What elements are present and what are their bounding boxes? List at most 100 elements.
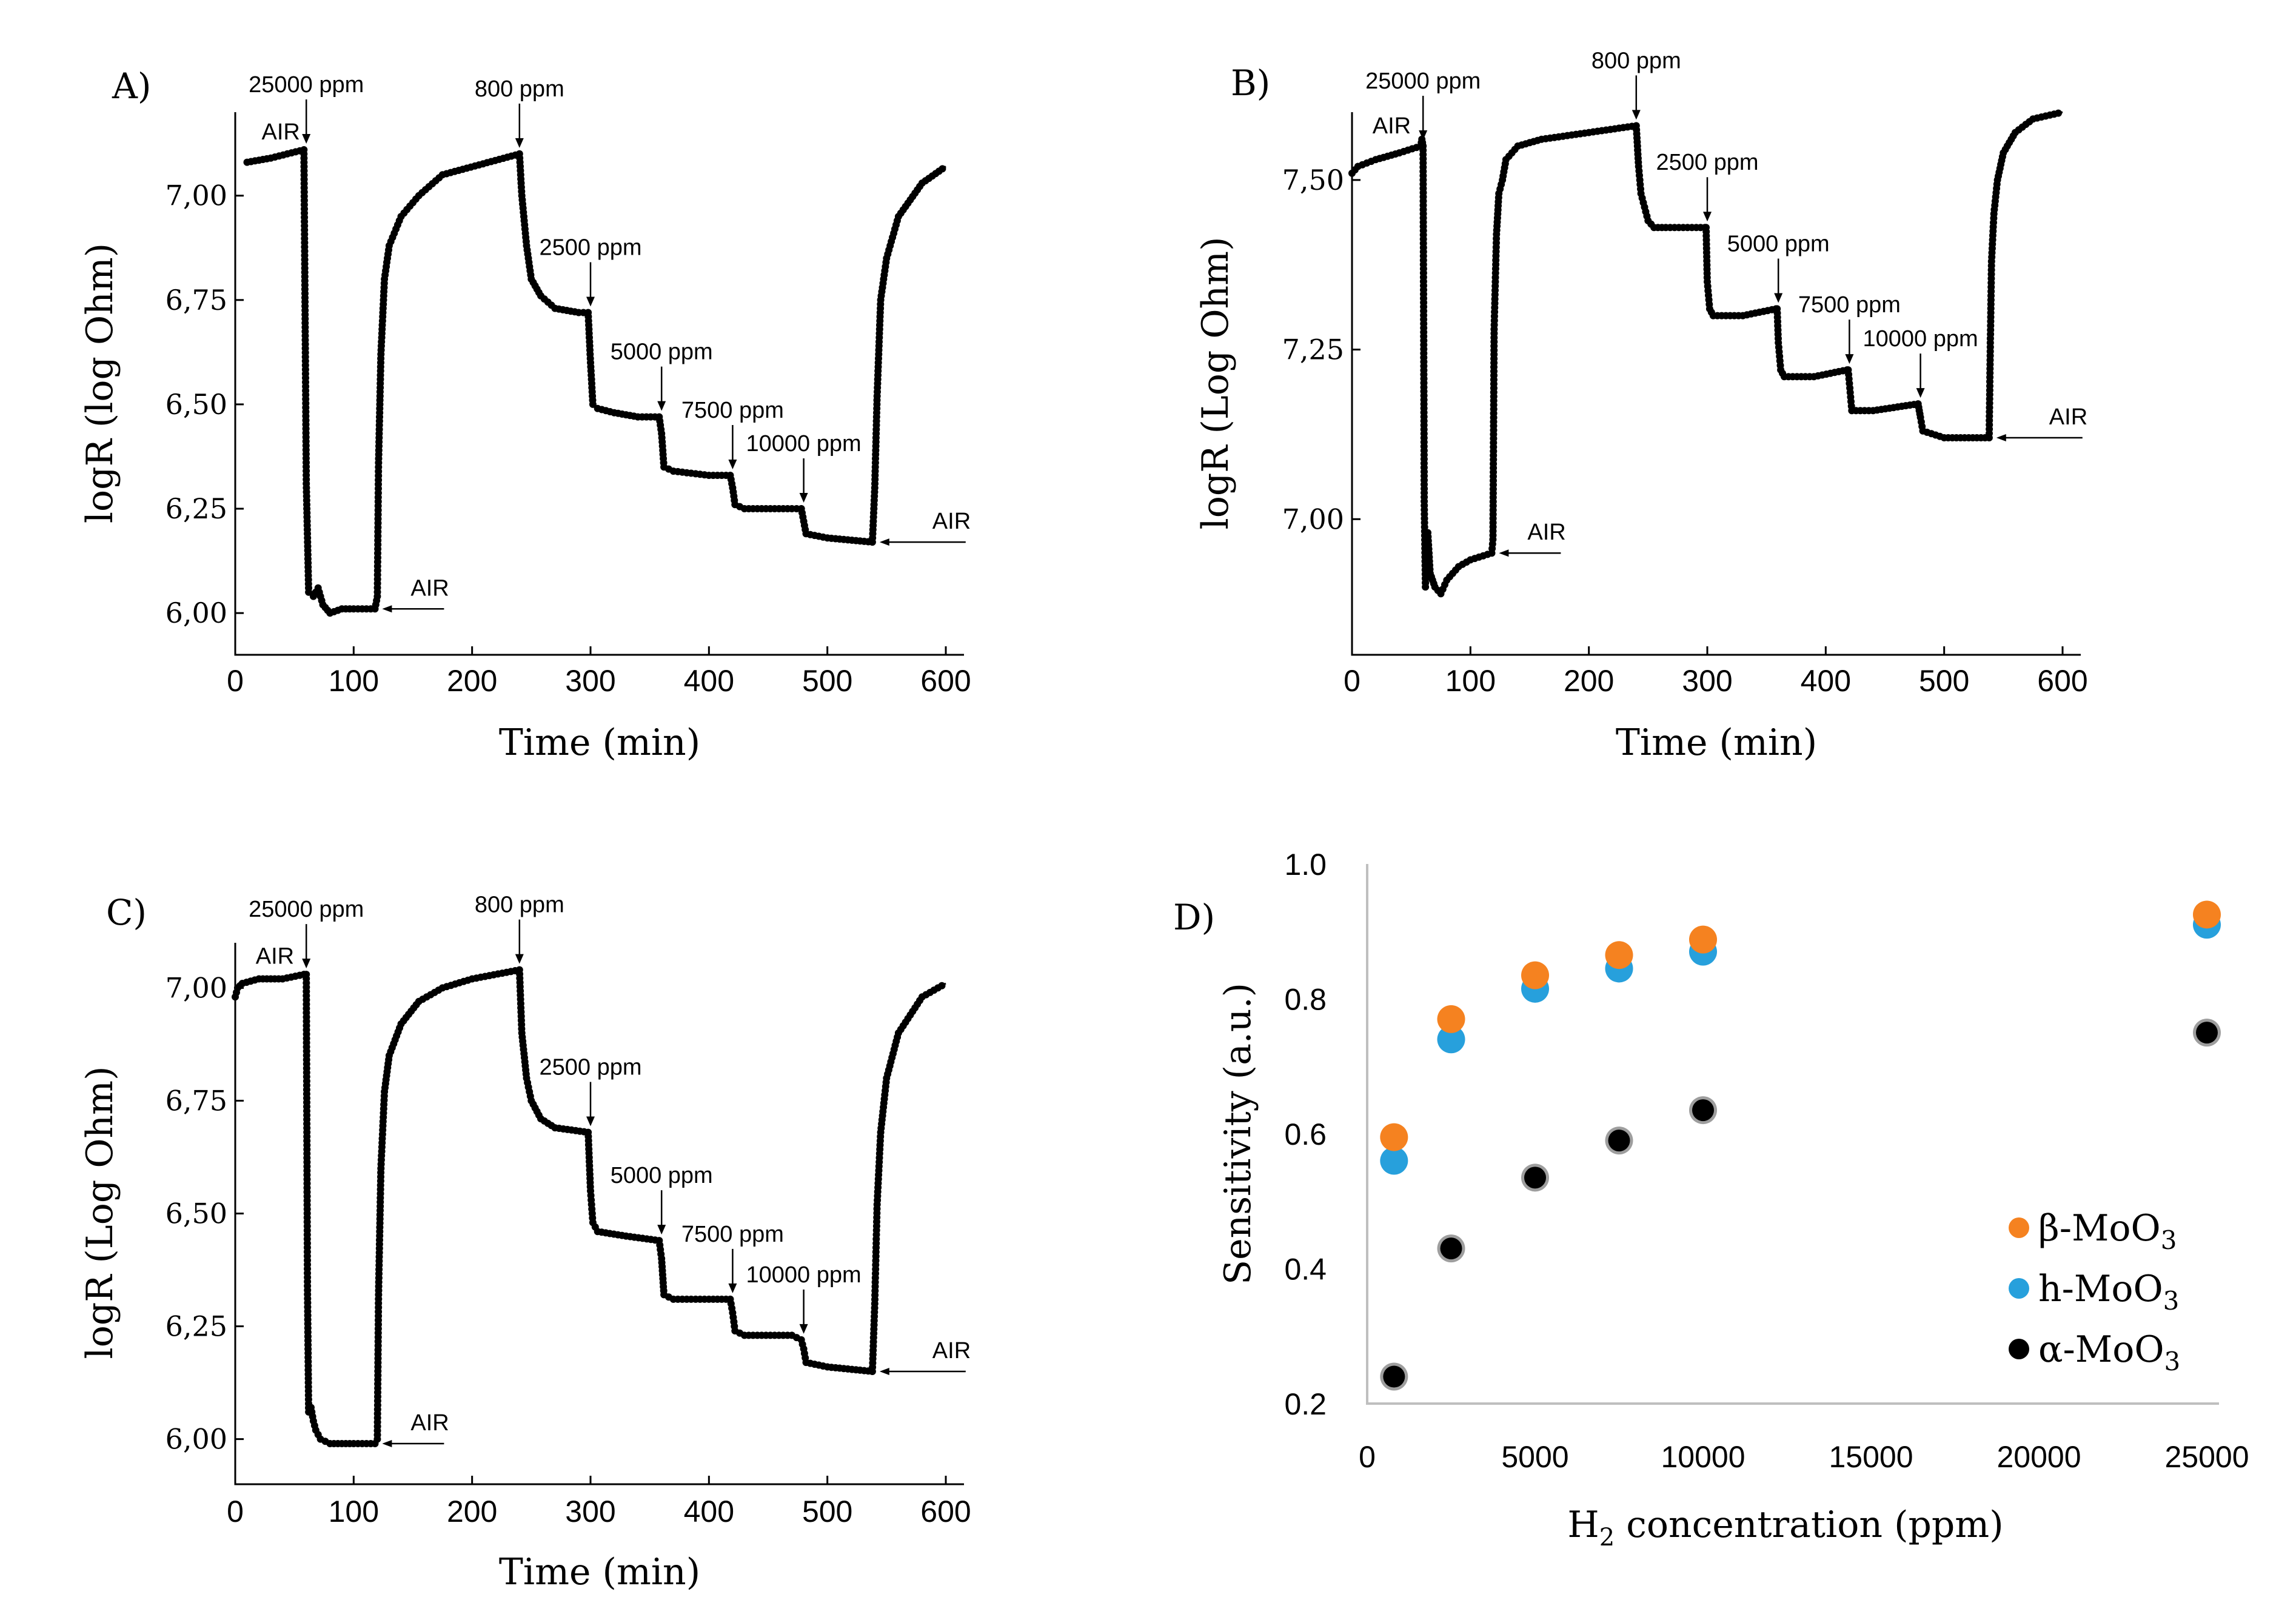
panel-c-label: C) <box>106 892 147 933</box>
annotation-arrowhead <box>799 1324 808 1334</box>
panel-d-yticks: 0.2 0.4 0.6 0.8 1.0 <box>1284 848 1327 1421</box>
annotation-label: 2500 ppm <box>539 1055 641 1080</box>
point-beta <box>1380 1123 1408 1151</box>
point-beta <box>1605 941 1633 969</box>
panel-a-xlabel: Time (min) <box>499 721 700 764</box>
annotation-label: 10000 ppm <box>1863 326 1978 352</box>
x-tick-label: 200 <box>447 1495 497 1528</box>
annotation-arrowhead <box>1703 212 1712 222</box>
legend-label-beta: β-MoO3 <box>2038 1207 2177 1255</box>
x-tick-label: 600 <box>920 1495 971 1528</box>
x-tick-label: 300 <box>1682 664 1732 698</box>
annotation-arrowhead <box>657 1225 666 1235</box>
x-tick-label: 500 <box>802 664 852 698</box>
point-h <box>1437 1025 1465 1054</box>
annotation-label: 5000 ppm <box>611 340 713 365</box>
data-point <box>305 588 313 596</box>
y-tick-label: 0.2 <box>1284 1387 1327 1421</box>
y-tick-label: 7,00 <box>1282 503 1344 535</box>
point-alpha <box>1383 1365 1405 1388</box>
panel-b-ylabel: logR (Log Ohm) <box>1194 237 1237 530</box>
x-tick-label: 25000 <box>2164 1440 2249 1474</box>
panel-a: A) logR (log Ohm) Time (min) 0 100 200 300 4… <box>79 65 971 764</box>
annotation-label: 25000 ppm <box>1365 69 1481 94</box>
panel-d-xlabel-rest: concentration (ppm) <box>1615 1504 2003 1546</box>
legend-marker-alpha <box>2009 1339 2029 1359</box>
x-tick-label: 15000 <box>1829 1440 1913 1474</box>
y-tick-label: 7,00 <box>166 179 227 212</box>
annotation-label: 10000 ppm <box>746 1262 862 1288</box>
series-line <box>247 149 946 614</box>
panel-c-xlabel: Time (min) <box>499 1551 700 1593</box>
panel-a-annotations: AIR 25000 ppm 800 ppm 2500 ppm 5000 ppm 7500 … <box>249 72 971 613</box>
annotation-arrowhead <box>1916 388 1925 398</box>
annotation-arrowhead <box>302 959 311 969</box>
panel-b-axes <box>1351 112 2081 656</box>
panel-d-label: D) <box>1173 897 1215 938</box>
y-tick-label: 7,00 <box>166 971 227 1004</box>
x-tick-label: 300 <box>565 1495 615 1528</box>
panel-b: B) logR (Log Ohm) Time (min) 0 100 200 300 4… <box>1194 48 2088 764</box>
panel-d-axes <box>1366 864 2219 1405</box>
y-tick-label: 6,50 <box>166 1197 227 1230</box>
panel-a-ylabel: logR (log Ohm) <box>79 243 121 523</box>
x-tick-label: 20000 <box>1996 1440 2081 1474</box>
legend-label-beta-sub: 3 <box>2161 1225 2177 1255</box>
annotation-arrowhead <box>586 296 595 307</box>
annotation-arrowhead <box>302 133 311 144</box>
panel-b-series <box>1348 109 2063 598</box>
x-tick-label: 600 <box>2037 664 2087 698</box>
legend-label-alpha-main: α-MoO <box>2038 1328 2164 1371</box>
legend-label-h-sub: 3 <box>2163 1286 2180 1316</box>
point-beta <box>1521 961 1549 989</box>
annotation-label: 7500 ppm <box>1798 292 1901 318</box>
x-tick-label: 5000 <box>1501 1440 1568 1474</box>
annotation-arrowhead <box>515 138 524 148</box>
y-tick-label: 0.4 <box>1284 1253 1327 1287</box>
y-tick-label: 6,00 <box>166 1423 227 1456</box>
x-tick-label: 100 <box>329 1495 379 1528</box>
point-alpha <box>1608 1130 1630 1152</box>
legend-marker-beta <box>2009 1217 2029 1238</box>
legend-label-beta-main: β-MoO <box>2038 1207 2161 1250</box>
point-beta <box>1437 1005 1465 1033</box>
point-alpha <box>1692 1099 1714 1122</box>
y-tick-label: 6,25 <box>166 492 227 525</box>
annotation-label: 10000 ppm <box>746 431 862 457</box>
panel-a-series <box>243 146 946 617</box>
annotation-label: 7500 ppm <box>681 398 784 423</box>
annotation-arrowhead <box>586 1116 595 1127</box>
annotation-label: 800 ppm <box>475 892 564 918</box>
panel-c-series <box>232 966 946 1447</box>
point-beta <box>1689 925 1717 954</box>
panel-a-label: A) <box>112 65 152 107</box>
panel-d-xlabel: H2 concentration (ppm) <box>1567 1504 2003 1552</box>
y-tick-label: 0.6 <box>1284 1117 1327 1151</box>
annotation-label: 800 ppm <box>475 76 564 102</box>
panel-d-xlabel-main: H <box>1567 1504 1599 1546</box>
x-tick-label: 100 <box>329 664 379 698</box>
panel-a-axes <box>234 112 964 656</box>
y-tick-label: 6,25 <box>166 1310 227 1343</box>
annotation-label: 5000 ppm <box>611 1163 713 1188</box>
panel-d-points <box>1380 900 2221 1391</box>
legend-label-alpha: α-MoO3 <box>2038 1328 2180 1376</box>
panel-d: D) Sensitivity (a.u.) H2 concentration (… <box>1173 848 2249 1552</box>
legend-label-h: h-MoO3 <box>2038 1268 2179 1316</box>
annotation-label: AIR <box>1373 113 1411 139</box>
annotation-arrowhead <box>879 1367 889 1375</box>
panel-d-legend: β-MoO3 h-MoO3 α-MoO3 <box>2009 1207 2180 1376</box>
x-tick-label: 0 <box>227 1495 244 1528</box>
x-tick-label: 100 <box>1445 664 1496 698</box>
point-beta <box>2193 900 2221 929</box>
legend-label-h-main: h-MoO <box>2038 1268 2163 1310</box>
annotation-arrowhead <box>728 459 737 469</box>
legend-item-alpha: α-MoO3 <box>2009 1328 2180 1376</box>
annotation-label: AIR <box>410 1410 449 1436</box>
panel-d-xticks: 0 5000 10000 15000 20000 25000 <box>1359 1440 2249 1474</box>
panel-c-axes <box>234 943 964 1485</box>
annotation-arrowhead <box>799 493 808 503</box>
point-alpha <box>2196 1022 2218 1044</box>
x-tick-label: 400 <box>684 1495 734 1528</box>
panel-b-xticks: 0 100 200 300 400 500 600 <box>1344 646 2088 698</box>
